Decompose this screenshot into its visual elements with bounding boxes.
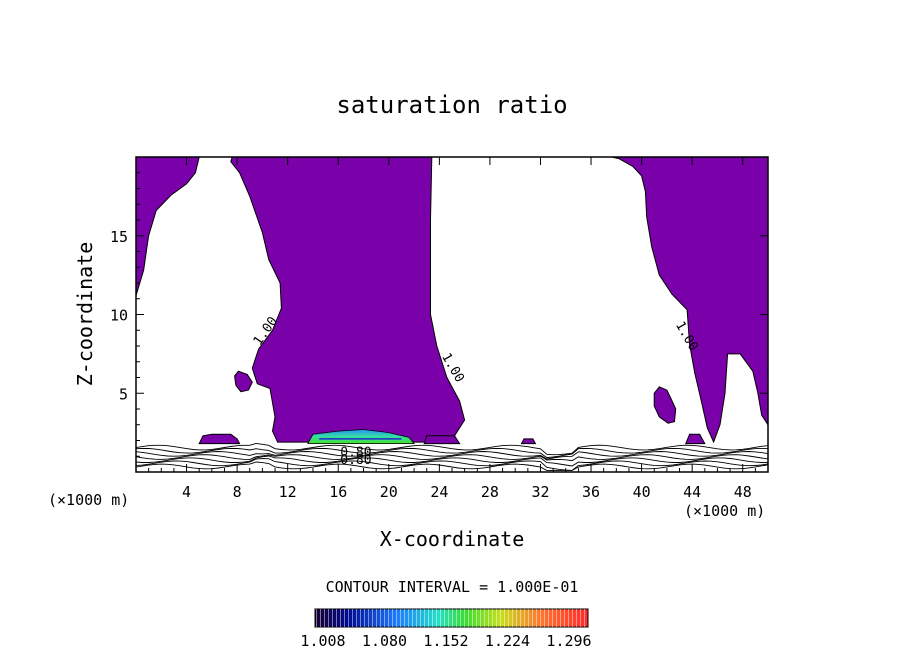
moist-region-surface-left <box>198 433 241 445</box>
moist-region-small-blob-a <box>234 370 253 393</box>
x-unit-left: (×1000 m) <box>48 491 129 509</box>
surface-contour-line <box>136 451 768 460</box>
surface-contour-line <box>136 447 768 459</box>
colorbar <box>314 608 589 628</box>
x-tick-label: 12 <box>279 483 297 501</box>
y-tick-label: 5 <box>119 385 128 403</box>
surface-contour-line <box>136 442 768 456</box>
x-tick-label: 8 <box>233 483 242 501</box>
contour-label: 0.80 <box>340 445 371 460</box>
surface-contour-band <box>136 442 768 471</box>
x-tick-label: 16 <box>329 483 347 501</box>
x-tick-label: 28 <box>481 483 499 501</box>
plot-area <box>136 157 768 445</box>
y-axis: 5 10 15 <box>110 172 768 457</box>
colorbar-tick-labels: 1.008 1.080 1.152 1.224 1.296 <box>300 632 591 650</box>
colorbar-hatching <box>315 609 588 627</box>
y-tick-label: 10 <box>110 307 128 325</box>
moist-region-central-plume <box>230 157 466 443</box>
surface-contour-line <box>136 454 768 462</box>
moist-region-right-plume <box>611 157 768 444</box>
contour-interval-label: CONTOUR INTERVAL = 1.000E-01 <box>326 578 579 596</box>
colorbar-tick-label: 1.008 <box>300 632 345 650</box>
moist-region-surface-mid-a <box>423 435 461 445</box>
moist-region-surface-small-b <box>685 433 706 445</box>
x-tick-label: 36 <box>582 483 600 501</box>
x-tick-label: 32 <box>531 483 549 501</box>
colorbar-tick-label: 1.080 <box>362 632 407 650</box>
surface-contour-line <box>136 458 768 471</box>
contour-label: 0.80 <box>340 453 371 468</box>
moist-region-small-blob-b <box>653 386 677 424</box>
x-tick-label: 24 <box>430 483 448 501</box>
x-axis-label: X-coordinate <box>380 527 525 551</box>
y-axis-label: Z-coordinate <box>73 242 97 387</box>
moist-region-surface-small-a <box>520 438 537 445</box>
surface-contour-line <box>136 455 768 467</box>
x-axis: 4 8 12 16 20 24 28 32 36 40 44 48 <box>148 157 756 501</box>
x-tick-label: 44 <box>683 483 701 501</box>
y-tick-label: 15 <box>110 228 128 246</box>
x-tick-label: 4 <box>182 483 191 501</box>
colorbar-tick-label: 1.152 <box>423 632 468 650</box>
chart-title: saturation ratio <box>336 91 567 119</box>
supersaturation-strip <box>307 429 415 444</box>
colorbar-tick-label: 1.224 <box>485 632 530 650</box>
moist-region-left-upper-moist <box>136 157 200 296</box>
x-tick-label: 40 <box>633 483 651 501</box>
surface-contour-line <box>136 461 768 471</box>
colorbar-tick-label: 1.296 <box>546 632 591 650</box>
x-unit-right: (×1000 m) <box>684 502 765 520</box>
x-tick-label: 20 <box>380 483 398 501</box>
x-tick-label: 48 <box>734 483 752 501</box>
